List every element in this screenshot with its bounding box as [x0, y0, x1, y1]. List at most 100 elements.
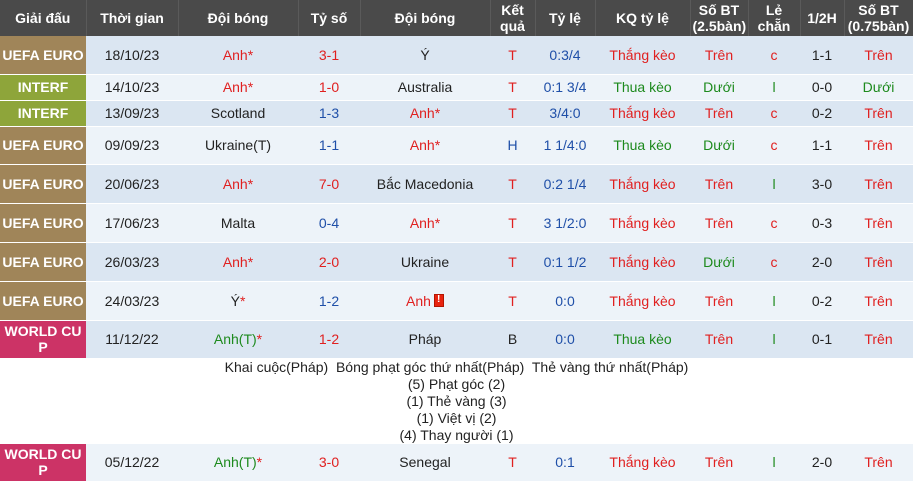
home-team[interactable]: Anh* — [178, 164, 298, 204]
table-row[interactable]: UEFA EURO 18/10/23 Anh* 3-1 Ý T 0:3/4 Thắng kèo… — [0, 36, 913, 75]
odd-even-result: c — [748, 100, 800, 127]
home-star: * — [247, 79, 254, 95]
away-team-name[interactable]: Anh — [409, 214, 435, 231]
match-score[interactable]: 1-3 — [298, 100, 360, 127]
league-badge[interactable]: UEFA EURO — [0, 36, 86, 75]
league-badge[interactable]: UEFA EURO — [0, 281, 86, 321]
table-row[interactable]: UEFA EURO 17/06/23 Malta 0-4 Anh* T 3 1/2:0 Thắ… — [0, 203, 913, 243]
away-team[interactable]: Pháp — [360, 320, 490, 359]
league-badge[interactable]: INTERF — [0, 100, 86, 127]
match-score[interactable]: 1-2 — [298, 320, 360, 359]
match-date: 14/10/23 — [86, 74, 178, 101]
match-score[interactable]: 0-4 — [298, 203, 360, 243]
home-team-name[interactable]: Malta — [220, 214, 256, 231]
odd-even-result: l — [748, 74, 800, 101]
table-row[interactable]: UEFA EURO 09/09/23 Ukraine(T) 1-1 Anh* H 1 1/4… — [0, 126, 913, 165]
header-time[interactable]: Thời gian — [86, 0, 179, 36]
league-badge[interactable]: UEFA EURO — [0, 203, 86, 243]
match-score[interactable]: 1-2 — [298, 281, 360, 321]
over-under-result: Dưới — [690, 126, 748, 165]
odd-even-result: l — [748, 320, 800, 359]
home-team-name[interactable]: Anh(T) — [213, 331, 257, 347]
match-score[interactable]: 7-0 — [298, 164, 360, 204]
home-team[interactable]: Anh* — [178, 36, 298, 75]
away-team[interactable]: Anh* — [360, 203, 490, 243]
away-team[interactable]: Ukraine — [360, 242, 490, 282]
table-row[interactable]: UEFA EURO 20/06/23 Anh* 7-0 Bắc Macedonia T 0:… — [0, 164, 913, 204]
home-team[interactable]: Anh* — [178, 242, 298, 282]
away-team-name[interactable]: Ý — [420, 46, 430, 63]
header-odd-even[interactable]: Lẻ chẵn — [748, 0, 801, 36]
league-badge[interactable]: WORLD CUP — [0, 443, 86, 482]
home-team[interactable]: Anh(T)* — [178, 320, 298, 359]
league-badge[interactable]: UEFA EURO — [0, 242, 86, 282]
away-team-name[interactable]: Senegal — [399, 454, 451, 471]
home-team-name[interactable]: Ukraine(T) — [204, 137, 272, 153]
league-badge[interactable]: UEFA EURO — [0, 126, 86, 165]
away-team[interactable]: Anh — [360, 281, 490, 321]
table-row[interactable]: UEFA EURO 26/03/23 Anh* 2-0 Ukraine T 0:1 1/2 T… — [0, 242, 913, 282]
header-home-team[interactable]: Đội bóng — [178, 0, 299, 36]
away-team-name[interactable]: Anh — [409, 137, 435, 153]
header-odds-result[interactable]: KQ tỷ lệ — [595, 0, 691, 36]
home-team-name[interactable]: Anh — [222, 253, 248, 270]
header-over-under[interactable]: Số BT (2.5bàn) — [690, 0, 749, 36]
away-team-name[interactable]: Ukraine — [400, 253, 450, 270]
table-row[interactable]: INTERF 14/10/23 Anh* 1-0 Australia T 0:1 3/4 Th… — [0, 74, 913, 101]
home-team[interactable]: Ukraine(T) — [178, 126, 298, 165]
home-team-name[interactable]: Anh — [222, 46, 248, 63]
home-team[interactable]: Anh* — [178, 74, 298, 101]
over-under-075-result: Trên — [844, 36, 913, 75]
odd-even-result: l — [748, 443, 800, 482]
home-team-name[interactable]: Ý — [230, 292, 240, 309]
match-score[interactable]: 3-0 — [298, 443, 360, 482]
table-row[interactable]: WORLD CUP 05/12/22 Anh(T)* 3-0 Senegal T 0:1 Th… — [0, 443, 913, 482]
header-away-team[interactable]: Đội bóng — [360, 0, 491, 36]
league-badge[interactable]: INTERF — [0, 74, 86, 101]
table-row[interactable]: INTERF 13/09/23 Scotland 1-3 Anh* T 3/4:0 Thắng… — [0, 100, 913, 127]
match-score[interactable]: 2-0 — [298, 242, 360, 282]
league-badge[interactable]: UEFA EURO — [0, 164, 86, 204]
away-team-name[interactable]: Anh — [409, 105, 435, 121]
header-half-time[interactable]: 1/2H — [800, 0, 845, 36]
odd-even-result: c — [748, 242, 800, 282]
odd-even-result: l — [748, 164, 800, 204]
home-team[interactable]: Ý* — [178, 281, 298, 321]
home-team[interactable]: Malta — [178, 203, 298, 243]
half-time-score: 3-0 — [800, 164, 844, 204]
home-team-name[interactable]: Anh — [222, 175, 248, 192]
home-team[interactable]: Scotland — [178, 100, 298, 127]
home-star: * — [256, 454, 263, 471]
home-team[interactable]: Anh(T)* — [178, 443, 298, 482]
table-row[interactable]: WORLD CUP 11/12/22 Anh(T)* 1-2 Pháp B 0:0 Thua … — [0, 320, 913, 359]
away-team-name[interactable]: Anh — [406, 292, 431, 309]
away-team-name[interactable]: Australia — [397, 79, 453, 95]
away-team[interactable]: Ý — [360, 36, 490, 75]
header-over-under-075[interactable]: Số BT (0.75bàn) — [844, 0, 913, 36]
over-under-result: Trên — [690, 164, 748, 204]
home-team-name[interactable]: Anh — [222, 79, 248, 95]
away-team-name[interactable]: Pháp — [408, 331, 442, 347]
away-team[interactable]: Senegal — [360, 443, 490, 482]
match-score[interactable]: 1-0 — [298, 74, 360, 101]
odds-result: Thắng kèo — [595, 443, 690, 482]
match-score[interactable]: 3-1 — [298, 36, 360, 75]
match-score[interactable]: 1-1 — [298, 126, 360, 165]
away-team[interactable]: Anh* — [360, 126, 490, 165]
away-team-name[interactable]: Bắc Macedonia — [376, 175, 474, 192]
half-time-score: 2-0 — [800, 443, 844, 482]
handicap-odds: 0:0 — [535, 320, 595, 359]
header-result[interactable]: Kết quả — [490, 0, 536, 36]
home-team-name[interactable]: Scotland — [210, 105, 266, 121]
header-league[interactable]: Giải đấu — [0, 0, 87, 36]
match-date: 17/06/23 — [86, 203, 178, 243]
away-team[interactable]: Australia — [360, 74, 490, 101]
league-badge[interactable]: WORLD CUP — [0, 320, 86, 359]
home-team-name[interactable]: Anh(T) — [213, 454, 257, 471]
header-score[interactable]: Tỷ số — [298, 0, 361, 36]
header-odds[interactable]: Tỷ lệ — [535, 0, 596, 36]
away-team[interactable]: Anh* — [360, 100, 490, 127]
away-team[interactable]: Bắc Macedonia — [360, 164, 490, 204]
